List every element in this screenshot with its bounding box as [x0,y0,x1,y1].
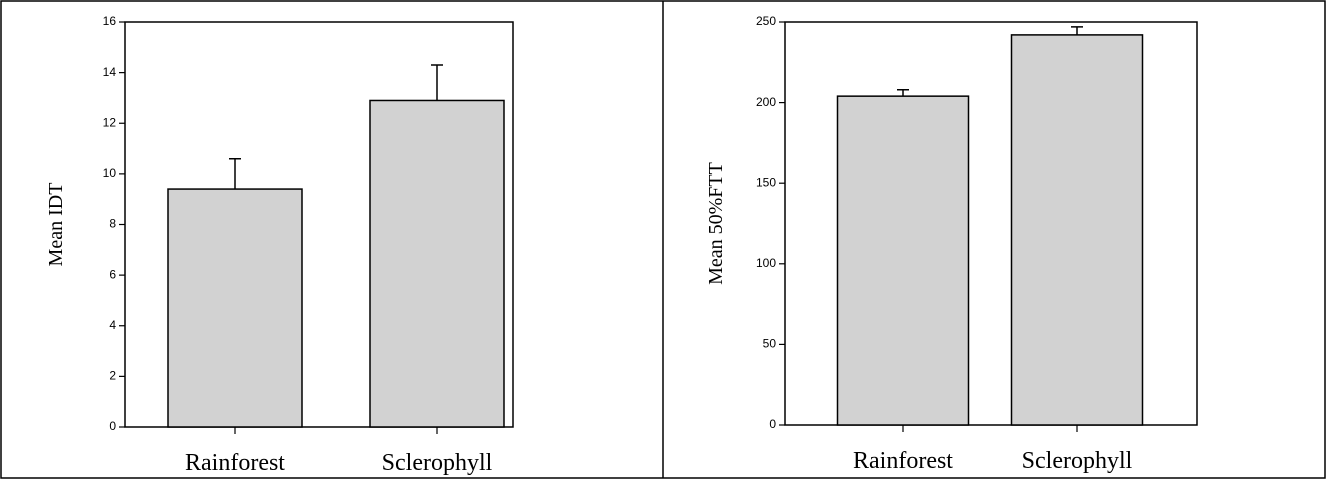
y-axis-label: Mean IDT [45,183,67,267]
error-bar [229,157,241,190]
plot-area [784,21,1198,426]
y-tick-label: 2 [109,369,116,383]
y-tick-label: 50 [763,337,777,351]
y-tick-label: 14 [103,65,117,79]
y-tick-label: 0 [769,417,776,431]
error-bar [897,88,909,97]
y-tick-label: 150 [756,175,776,189]
y-tick-label: 250 [756,14,776,28]
x-tick-label: Rainforest [185,450,285,476]
y-tick-label: 4 [109,318,116,332]
x-tick-label: Sclerophyll [1022,448,1133,474]
y-tick-label: 100 [756,256,776,270]
bar [836,95,970,426]
y-tick-label: 200 [756,95,776,109]
y-tick-label: 8 [109,217,116,231]
y-tick-label: 10 [103,166,117,180]
bar [167,188,303,428]
x-tick-label: Rainforest [853,448,953,474]
x-tick-label: Sclerophyll [382,450,493,476]
y-tick-label: 6 [109,267,116,281]
y-tick-label: 0 [109,419,116,433]
y-tick-label: 12 [103,115,117,129]
y-tick-label: 16 [103,14,117,28]
error-bar [1071,26,1083,35]
y-axis-label: Mean 50%FTT [705,162,727,285]
bar [369,99,505,428]
bar [1010,34,1144,426]
error-bar [431,64,443,101]
